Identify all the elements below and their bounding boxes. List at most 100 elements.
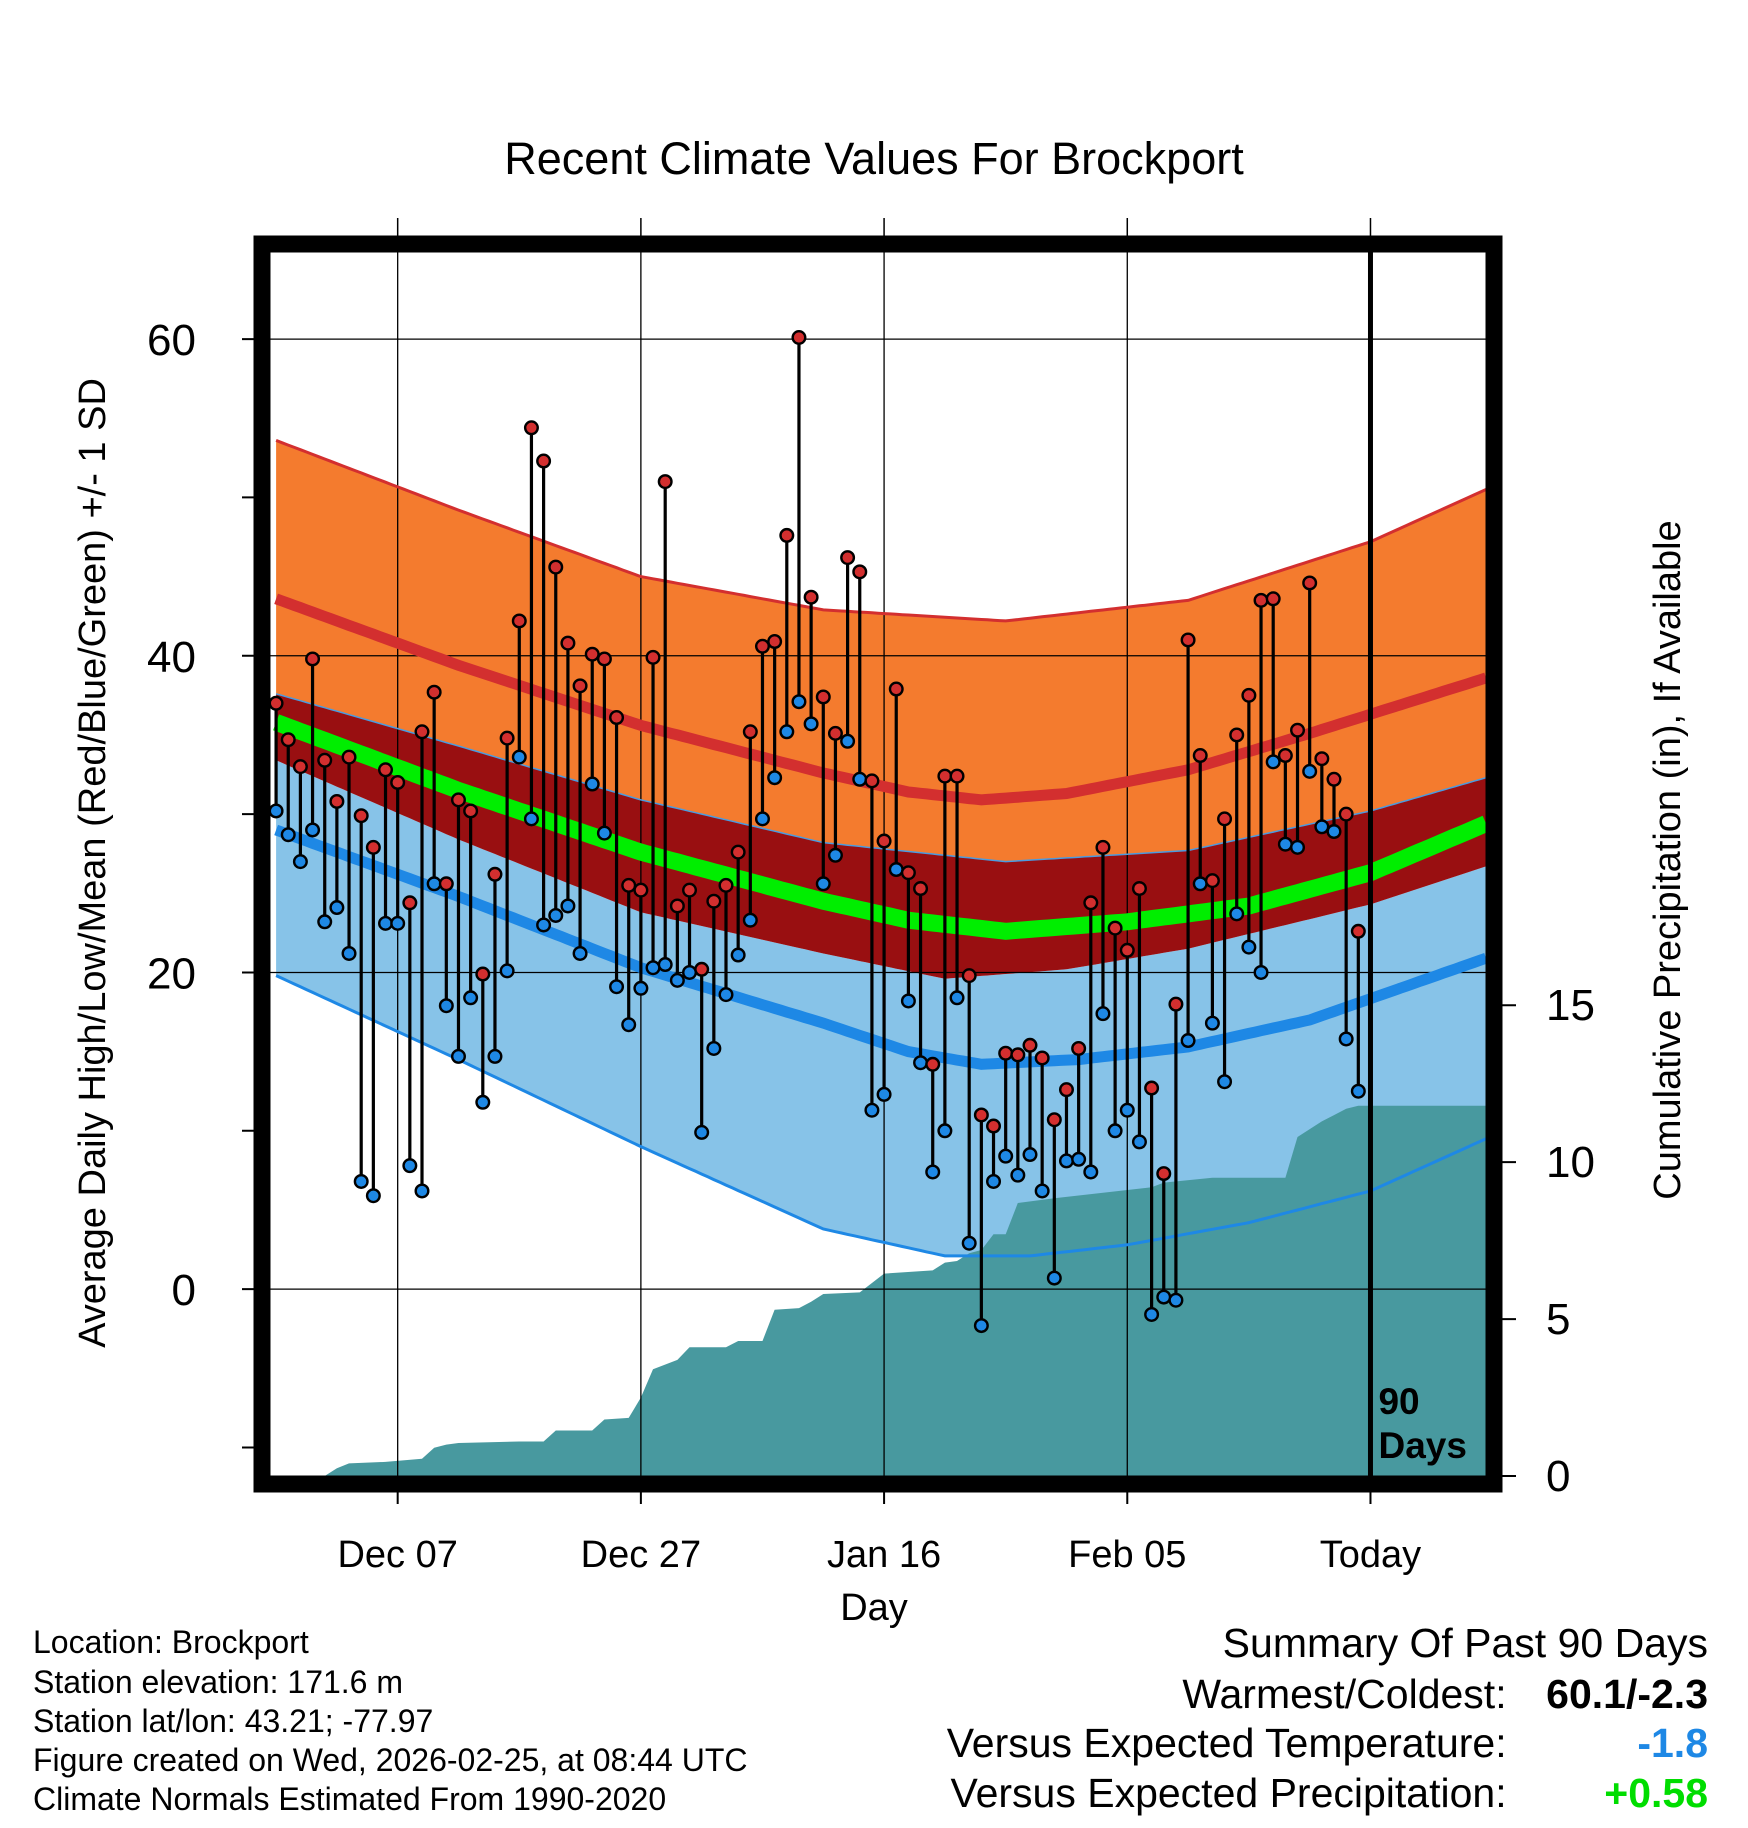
daily-high-point bbox=[1229, 727, 1245, 743]
daily-low-point bbox=[913, 1055, 929, 1071]
daily-low-point bbox=[1253, 964, 1269, 980]
daily-low-point bbox=[1180, 1033, 1196, 1049]
daily-high-point bbox=[1095, 839, 1111, 855]
daily-high-point bbox=[390, 774, 406, 790]
daily-low-point bbox=[426, 876, 442, 892]
daily-low-point bbox=[779, 724, 795, 740]
daily-low-point bbox=[718, 987, 734, 1003]
daily-low-point bbox=[669, 972, 685, 988]
x-axis-label: Day bbox=[840, 1587, 908, 1629]
daily-high-point bbox=[803, 589, 819, 605]
daily-high-point bbox=[1314, 751, 1330, 767]
daily-low-point bbox=[1144, 1306, 1160, 1322]
daily-high-point bbox=[1204, 873, 1220, 889]
daily-high-point bbox=[438, 876, 454, 892]
daily-low-point bbox=[998, 1148, 1014, 1164]
y-axis-label: Average Daily High/Low/Mean (Red/Blue/Gr… bbox=[72, 378, 114, 1348]
normal-lines bbox=[273, 439, 1490, 1258]
daily-low-point bbox=[633, 980, 649, 996]
cumulative-precipitation-area bbox=[276, 1105, 1487, 1476]
daily-high-point bbox=[329, 793, 345, 809]
daily-low-point bbox=[1277, 836, 1293, 852]
daily-high-point bbox=[1192, 748, 1208, 764]
daily-low-point bbox=[560, 898, 576, 914]
footer-location: Location: Brockport bbox=[33, 1624, 309, 1660]
daily-high-point bbox=[669, 898, 685, 914]
daily-high-point bbox=[645, 649, 661, 665]
daily-low-point bbox=[450, 1048, 466, 1064]
daily-high-point bbox=[876, 833, 892, 849]
daily-high-point bbox=[341, 749, 357, 765]
daily-low-point bbox=[986, 1173, 1002, 1189]
y2-axis-label: Cumulative Precipitation (in), If Availa… bbox=[1647, 520, 1689, 1199]
daily-high-point bbox=[560, 635, 576, 651]
daily-high-point bbox=[596, 651, 612, 667]
daily-low-point bbox=[572, 945, 588, 961]
daily-high-point bbox=[1338, 806, 1354, 822]
daily-low-point bbox=[1034, 1183, 1050, 1199]
daily-low-point bbox=[730, 947, 746, 963]
daily-high-point bbox=[767, 634, 783, 650]
daily-high-point bbox=[1265, 591, 1281, 607]
daily-high-point bbox=[1277, 748, 1293, 764]
daily-low-point bbox=[596, 825, 612, 841]
daily-high-point bbox=[268, 695, 284, 711]
daily-high-point bbox=[280, 732, 296, 748]
mean-normal-line bbox=[273, 714, 1490, 940]
daily-high-point bbox=[694, 961, 710, 977]
daily-high-point bbox=[1217, 811, 1233, 827]
daily-low-point bbox=[645, 960, 661, 976]
daily-low-point bbox=[937, 1123, 953, 1139]
daily-low-point bbox=[754, 811, 770, 827]
daily-low-point bbox=[1168, 1292, 1184, 1308]
daily-low-point bbox=[378, 915, 394, 931]
daily-high-point bbox=[1302, 575, 1318, 591]
daily-low-point bbox=[280, 827, 296, 843]
y-tick-label: 20 bbox=[147, 949, 196, 998]
daily-high-point bbox=[365, 839, 381, 855]
daily-points bbox=[268, 330, 1366, 1334]
daily-high-point bbox=[1290, 722, 1306, 738]
daily-high-point bbox=[536, 453, 552, 469]
daily-high-point bbox=[730, 844, 746, 860]
daily-low-point bbox=[961, 1235, 977, 1251]
y2-tick-label: 5 bbox=[1546, 1295, 1570, 1344]
daily-low-point bbox=[1095, 1006, 1111, 1022]
daily-low-point bbox=[767, 770, 783, 786]
daily-high-point bbox=[1326, 771, 1342, 787]
daily-high-point bbox=[1131, 881, 1147, 897]
daily-low-point bbox=[900, 993, 916, 1009]
daily-low-point bbox=[1204, 1015, 1220, 1031]
daily-low-point bbox=[341, 945, 357, 961]
x-tick-label: Dec 07 bbox=[337, 1534, 457, 1576]
daily-low-point bbox=[609, 979, 625, 995]
daily-high-point bbox=[1071, 1040, 1087, 1056]
summary-precip-label: Versus Expected Precipitation: bbox=[950, 1770, 1507, 1816]
daily-high-point bbox=[633, 882, 649, 898]
summary-temp-label: Versus Expected Temperature: bbox=[946, 1720, 1507, 1766]
daily-low-point bbox=[536, 917, 552, 933]
daily-high-point bbox=[986, 1118, 1002, 1134]
daily-low-point bbox=[840, 733, 856, 749]
daily-high-point bbox=[742, 724, 758, 740]
daily-high-point bbox=[1180, 632, 1196, 648]
daily-high-point bbox=[913, 881, 929, 897]
daily-low-point bbox=[815, 876, 831, 892]
daily-high-point bbox=[1156, 1166, 1172, 1182]
daily-high-point bbox=[499, 730, 515, 746]
daily-low-point bbox=[973, 1318, 989, 1334]
daily-high-point bbox=[1168, 996, 1184, 1012]
daily-high-point bbox=[852, 564, 868, 580]
daily-low-point bbox=[791, 694, 807, 710]
daily-low-point bbox=[499, 963, 515, 979]
daily-low-point bbox=[827, 847, 843, 863]
daily-high-point bbox=[1022, 1037, 1038, 1053]
daily-high-point bbox=[1119, 942, 1135, 958]
daily-low-point bbox=[1290, 839, 1306, 855]
daily-low-point bbox=[706, 1040, 722, 1056]
daily-high-point bbox=[317, 752, 333, 768]
daily-low-point bbox=[548, 907, 564, 923]
summary-precip-row: Versus Expected Precipitation: +0.58 bbox=[951, 1770, 1709, 1817]
daily-low-point bbox=[1131, 1134, 1147, 1150]
daily-high-point bbox=[791, 330, 807, 346]
